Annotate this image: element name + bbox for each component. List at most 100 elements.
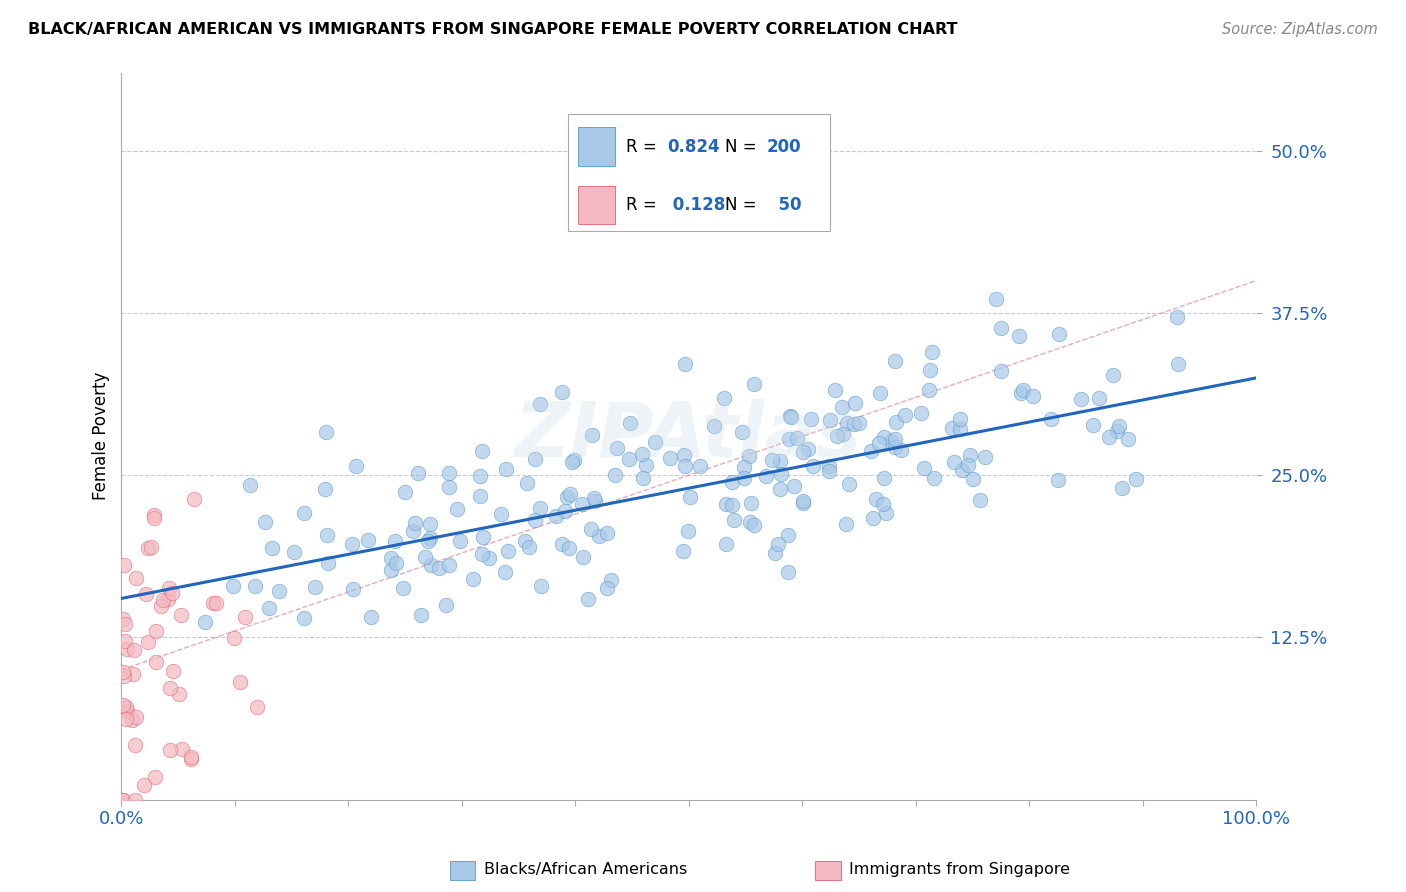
Point	[125, 571, 148, 585]
Point	[742, 377, 765, 392]
Point	[494, 565, 516, 579]
Point	[780, 410, 803, 425]
Point	[883, 432, 905, 446]
Point	[922, 471, 945, 485]
Point	[974, 450, 997, 464]
Point	[557, 541, 579, 555]
Point	[776, 565, 799, 579]
Point	[429, 561, 451, 575]
Point	[744, 517, 766, 532]
Point	[560, 487, 582, 501]
Point	[766, 537, 789, 551]
Point	[672, 448, 695, 462]
Point	[246, 699, 269, 714]
Point	[949, 412, 972, 426]
Point	[941, 421, 963, 435]
Point	[838, 477, 860, 491]
Point	[434, 598, 457, 612]
Point	[228, 675, 250, 690]
Point	[865, 491, 887, 506]
Point	[912, 461, 935, 475]
Point	[617, 452, 640, 467]
Point	[316, 528, 339, 542]
Text: Blacks/African Americans: Blacks/African Americans	[484, 863, 688, 877]
Point	[917, 383, 939, 397]
Point	[1008, 328, 1031, 343]
Point	[260, 541, 283, 555]
Point	[471, 443, 494, 458]
Point	[304, 580, 326, 594]
Point	[233, 610, 256, 624]
Point	[124, 738, 146, 752]
Point	[257, 601, 280, 615]
Point	[731, 425, 754, 439]
Point	[561, 455, 583, 469]
Point	[831, 427, 853, 442]
Point	[818, 412, 841, 426]
Point	[581, 428, 603, 442]
Point	[644, 434, 666, 449]
Point	[844, 396, 866, 410]
Point	[449, 534, 471, 549]
Point	[554, 504, 576, 518]
Point	[117, 641, 139, 656]
Point	[316, 556, 339, 570]
Text: ZIPAtlas: ZIPAtlas	[515, 400, 863, 474]
Point	[582, 491, 605, 506]
Point	[588, 529, 610, 543]
Point	[818, 458, 841, 473]
Point	[495, 462, 517, 476]
Point	[117, 704, 139, 718]
Point	[498, 544, 520, 558]
Point	[159, 681, 181, 695]
Point	[342, 582, 364, 596]
Point	[721, 498, 744, 512]
Point	[160, 586, 183, 600]
Point	[872, 497, 894, 511]
Point	[401, 524, 423, 539]
Point	[169, 687, 191, 701]
Point	[713, 391, 735, 405]
Point	[468, 469, 491, 483]
Point	[551, 384, 574, 399]
Point	[292, 611, 315, 625]
Point	[883, 354, 905, 368]
Point	[380, 551, 402, 566]
Point	[419, 558, 441, 573]
Point	[344, 459, 367, 474]
Text: R =: R =	[626, 196, 662, 214]
Point	[868, 436, 890, 450]
Point	[1102, 368, 1125, 382]
Point	[1125, 472, 1147, 486]
Point	[406, 466, 429, 480]
Point	[949, 422, 972, 436]
Point	[835, 416, 858, 430]
Point	[1107, 424, 1129, 438]
Point	[1047, 327, 1070, 342]
Point	[111, 792, 134, 806]
Point	[157, 581, 180, 595]
Point	[984, 292, 1007, 306]
Point	[468, 489, 491, 503]
Point	[1166, 357, 1188, 371]
Point	[880, 434, 903, 449]
Point	[769, 454, 792, 468]
Point	[222, 579, 245, 593]
Point	[342, 537, 364, 551]
Point	[619, 416, 641, 430]
Point	[150, 599, 173, 614]
Point	[689, 459, 711, 474]
Point	[385, 556, 408, 570]
Point	[404, 516, 426, 530]
Point	[112, 665, 135, 680]
Point	[143, 511, 166, 525]
Point	[143, 508, 166, 522]
Point	[360, 609, 382, 624]
Point	[792, 445, 814, 459]
Point	[159, 743, 181, 757]
Point	[524, 513, 547, 527]
Point	[824, 383, 846, 397]
Point	[873, 430, 896, 444]
Point	[204, 596, 226, 610]
Point	[673, 357, 696, 371]
